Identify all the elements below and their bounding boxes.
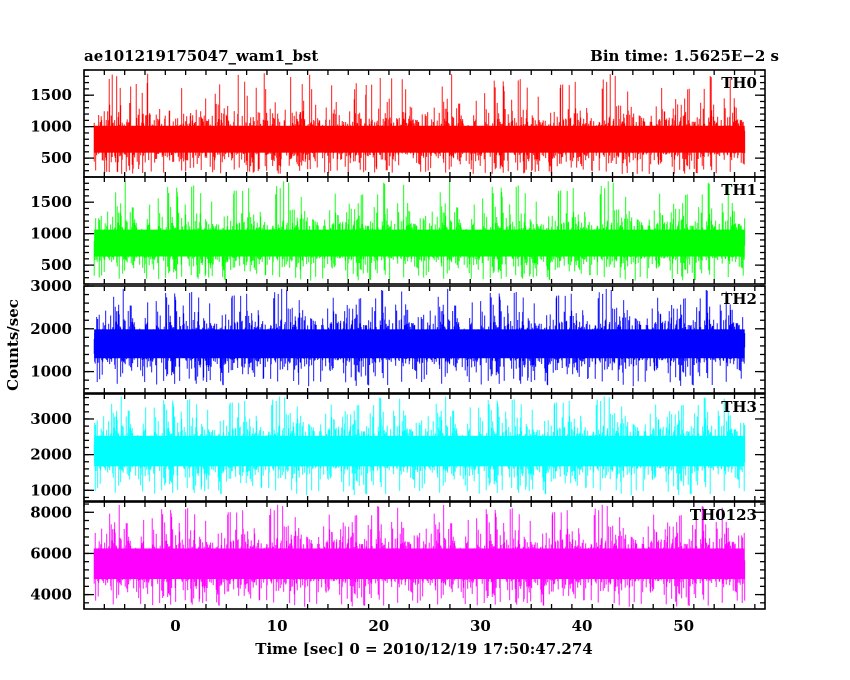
y-tick-label: 1000 [30,363,72,381]
panel-frame [83,176,766,285]
panels-group: 50010001500TH050010001500TH1100020003000… [30,69,766,635]
panel-th3: 1000 2000 3000 TH3 [30,393,766,502]
y-tick-label: 4000 [30,586,72,604]
y-tick-label: 1000 [30,481,72,499]
series-th2 [93,288,746,387]
y-tick-label: 3000 [30,410,72,428]
y-tick-label: 8000 [30,503,72,521]
y-axis-label: Counts/sec [4,299,22,391]
series-th3 [93,396,746,496]
panel-frame [83,501,766,610]
series-th0 [93,73,746,174]
panel-label-th2: TH2 [721,290,757,308]
y-tick-label: 6000 [30,544,72,562]
panel-label-th3: TH3 [721,398,757,416]
y-tick-label: 500 [41,149,72,167]
series-th0123 [93,504,746,607]
y-tick-label: 3000 [30,277,72,295]
panel-label-th0: TH0 [721,74,757,92]
bin-time-label: Bin time: 1.5625E−2 s [590,47,779,65]
y-tick-label: 1000 [30,225,72,243]
y-tick-label: 1500 [30,193,72,211]
series-th1 [93,181,746,281]
panel-th0: 500 1000 1500 TH0 [30,69,766,178]
panel-th2: 1000 2000 3000 TH2 [30,277,766,394]
y-tick-label: 2000 [30,320,72,338]
chart-title: ae101219175047_wam1_bst [84,47,318,65]
x-tick-label: 30 [470,617,491,635]
panel-th1: 500 1000 1500 TH1 [30,176,766,285]
x-tick-label: 20 [368,617,389,635]
panel-frame [83,285,766,394]
panel-th0123: 4000 6000 8000 TH0123 [30,501,766,610]
panel-label-th1: TH1 [721,181,757,199]
y-tick-label: 1000 [30,118,72,136]
y-tick-label: 1500 [30,86,72,104]
x-tick-label: 0 [170,617,180,635]
y-tick-label: 2000 [30,446,72,464]
y-tick-label: 500 [41,256,72,274]
x-tick-label: 40 [572,617,593,635]
x-axis-label: Time [sec] 0 = 2010/12/19 17:50:47.274 [255,640,592,658]
x-tick-label: 10 [267,617,288,635]
panel-label-th0123: TH0123 [690,506,757,524]
x-tick-label: 50 [673,617,694,635]
